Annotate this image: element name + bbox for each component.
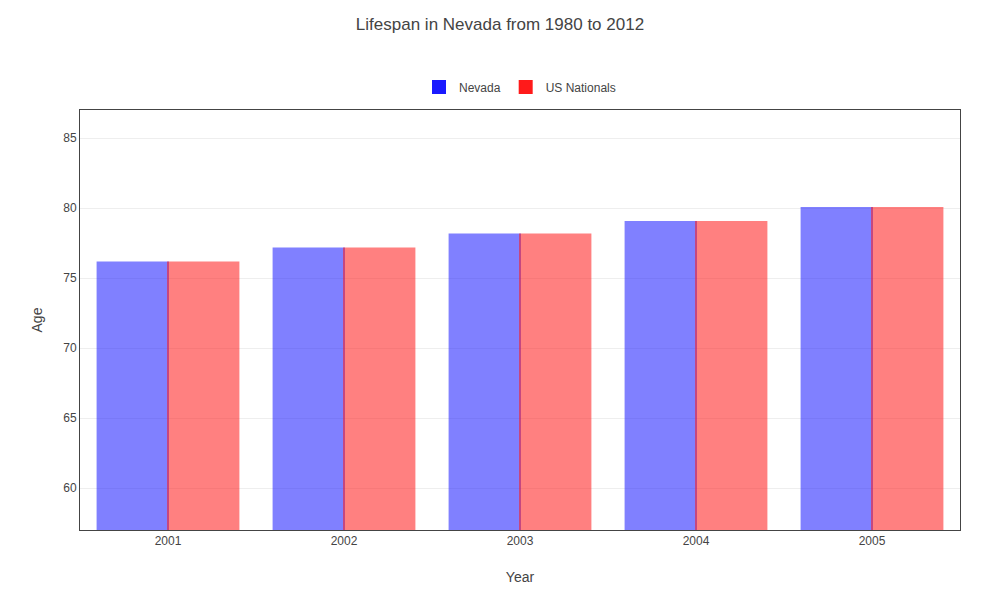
- svg-text:75: 75: [63, 271, 77, 285]
- svg-text:Lifespan in Nevada from 1980 t: Lifespan in Nevada from 1980 to 2012: [356, 15, 644, 34]
- svg-text:85: 85: [63, 131, 77, 145]
- svg-text:Year: Year: [506, 569, 535, 585]
- svg-text:Age: Age: [29, 307, 45, 332]
- svg-text:2003: 2003: [507, 534, 534, 548]
- svg-text:US Nationals: US Nationals: [546, 81, 616, 95]
- svg-text:70: 70: [63, 341, 77, 355]
- svg-text:60: 60: [63, 481, 77, 495]
- svg-text:65: 65: [63, 411, 77, 425]
- svg-text:80: 80: [63, 201, 77, 215]
- svg-text:2001: 2001: [155, 534, 182, 548]
- svg-text:2005: 2005: [859, 534, 886, 548]
- svg-text:2004: 2004: [683, 534, 710, 548]
- svg-text:Nevada: Nevada: [459, 81, 501, 95]
- svg-text:2002: 2002: [331, 534, 358, 548]
